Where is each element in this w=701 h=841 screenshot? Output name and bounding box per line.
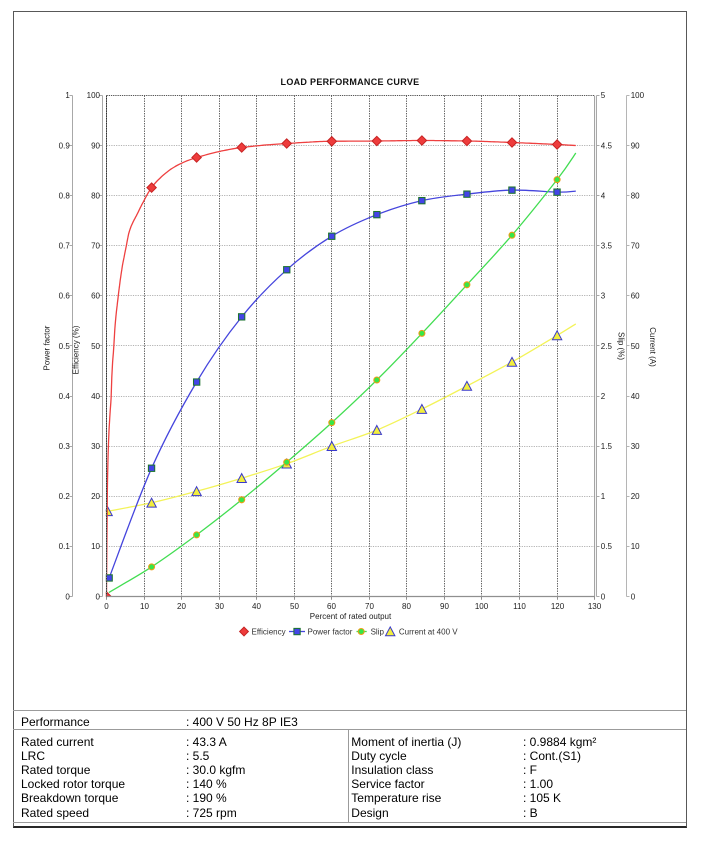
svg-text:60: 60 [631,292,640,301]
svg-text:90: 90 [91,141,100,150]
svg-text:Efficiency: Efficiency [252,627,286,636]
svg-text:80: 80 [631,191,640,200]
svg-text:110: 110 [513,602,526,611]
svg-text:40: 40 [631,392,640,401]
svg-text:0.4: 0.4 [59,392,71,401]
svg-text:80: 80 [91,191,100,200]
svg-text:Efficiency (%): Efficiency (%) [72,325,81,374]
svg-text:0.9: 0.9 [59,141,71,150]
svg-text:0.7: 0.7 [59,242,71,251]
svg-text:0.1: 0.1 [59,542,71,551]
svg-text:4: 4 [601,191,606,200]
svg-text:70: 70 [631,242,640,251]
svg-text:70: 70 [91,242,100,251]
svg-text:0: 0 [601,592,606,601]
svg-text:2: 2 [601,392,606,401]
svg-text:0: 0 [96,592,101,601]
svg-text:60: 60 [91,292,100,301]
svg-text:0: 0 [65,592,70,601]
svg-text:5: 5 [601,91,606,100]
svg-text:40: 40 [252,602,261,611]
svg-text:70: 70 [365,602,374,611]
svg-text:Percent of rated output: Percent of rated output [310,612,392,621]
svg-text:40: 40 [91,392,100,401]
svg-text:4.5: 4.5 [601,141,613,150]
svg-text:50: 50 [631,342,640,351]
svg-text:0.6: 0.6 [59,292,71,301]
svg-text:LOAD PERFORMANCE CURVE: LOAD PERFORMANCE CURVE [281,77,420,87]
svg-text:10: 10 [91,542,100,551]
svg-text:20: 20 [91,492,100,501]
svg-text:Current (A): Current (A) [648,327,657,367]
svg-text:130: 130 [588,602,602,611]
svg-text:30: 30 [91,442,100,451]
svg-text:20: 20 [631,492,640,501]
svg-text:0: 0 [631,592,636,601]
svg-text:120: 120 [551,602,565,611]
svg-text:Current at 400 V: Current at 400 V [399,627,458,636]
svg-text:3: 3 [601,292,606,301]
svg-text:10: 10 [631,542,640,551]
svg-text:60: 60 [327,602,336,611]
svg-text:0.2: 0.2 [59,492,71,501]
svg-text:50: 50 [290,602,299,611]
svg-text:90: 90 [440,602,449,611]
svg-text:80: 80 [402,602,411,611]
svg-text:20: 20 [177,602,186,611]
svg-text:3.5: 3.5 [601,242,613,251]
svg-text:1: 1 [601,492,606,501]
svg-text:1: 1 [65,91,70,100]
svg-text:0: 0 [104,602,109,611]
svg-text:100: 100 [631,91,645,100]
svg-text:30: 30 [631,442,640,451]
svg-text:0.8: 0.8 [59,191,71,200]
svg-text:0.5: 0.5 [601,542,613,551]
svg-text:Slip: Slip [371,627,385,636]
svg-text:30: 30 [215,602,224,611]
svg-text:1.5: 1.5 [601,442,613,451]
svg-text:100: 100 [87,91,101,100]
svg-text:Power factor: Power factor [42,325,51,370]
svg-text:0.5: 0.5 [59,342,71,351]
svg-text:100: 100 [475,602,489,611]
svg-text:2.5: 2.5 [601,342,613,351]
svg-text:90: 90 [631,141,640,150]
svg-text:Slip (%): Slip (%) [617,332,626,360]
svg-text:Power factor: Power factor [308,627,353,636]
svg-text:50: 50 [91,342,100,351]
svg-text:10: 10 [140,602,149,611]
svg-text:0.3: 0.3 [59,442,71,451]
